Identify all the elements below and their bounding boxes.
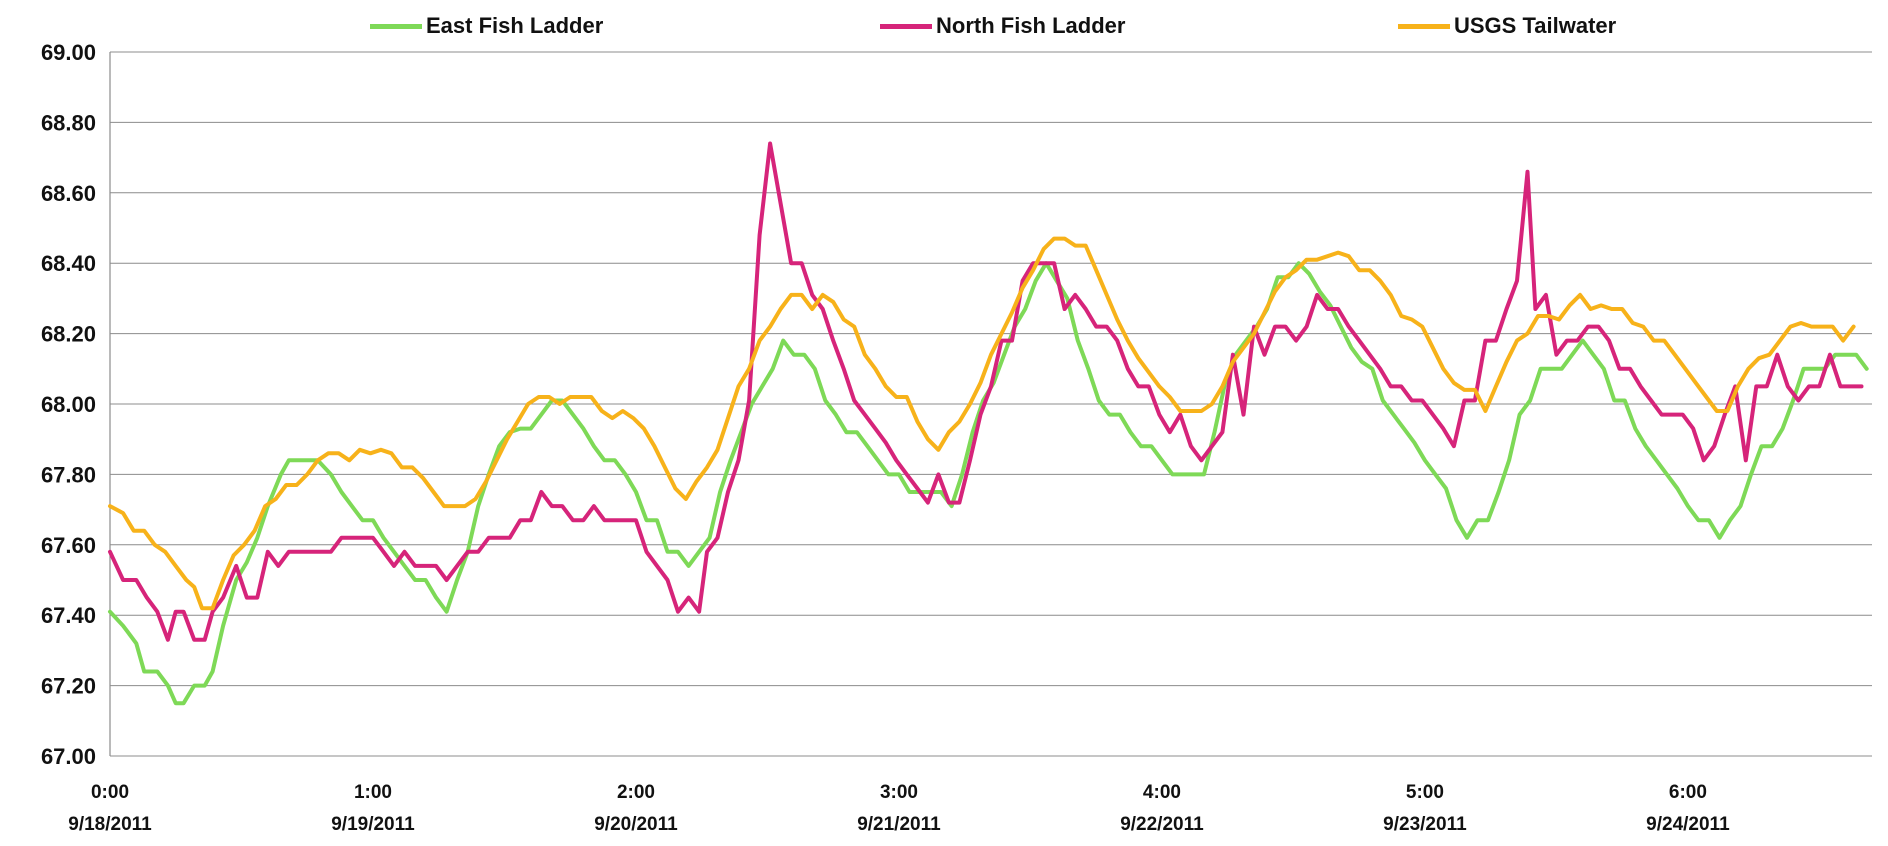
legend-swatch-north-fish-ladder <box>880 23 932 29</box>
legend-item-east-fish-ladder: East Fish Ladder <box>370 6 603 46</box>
y-tick-label: 67.00 <box>41 744 96 769</box>
y-tick-label: 68.00 <box>41 392 96 417</box>
legend-label-east-fish-ladder: East Fish Ladder <box>426 13 604 38</box>
y-tick-label: 68.20 <box>41 322 96 347</box>
legend-swatch-east-fish-ladder <box>370 23 422 29</box>
y-tick-label: 68.80 <box>41 110 96 135</box>
x-tick-label-date: 9/21/2011 <box>857 814 941 835</box>
chart-legend: East Fish Ladder North Fish Ladder USGS … <box>0 6 1888 46</box>
x-tick-label-time: 1:00 <box>354 782 392 803</box>
legend-item-usgs-tailwater: USGS Tailwater <box>1398 6 1616 46</box>
x-tick-label-time: 5:00 <box>1406 782 1444 803</box>
x-tick-label-time: 0:00 <box>91 782 129 803</box>
x-tick-label-date: 9/19/2011 <box>331 814 415 835</box>
y-tick-label: 67.40 <box>41 603 96 628</box>
x-tick-label-time: 6:00 <box>1669 782 1707 803</box>
y-tick-label: 68.60 <box>41 181 96 206</box>
legend-label-north-fish-ladder: North Fish Ladder <box>936 13 1126 38</box>
x-tick-label-date: 9/18/2011 <box>68 814 152 835</box>
x-tick-label-date: 9/20/2011 <box>594 814 678 835</box>
y-tick-label: 67.60 <box>41 533 96 558</box>
x-tick-label-date: 9/23/2011 <box>1383 814 1467 835</box>
y-axis-tick-labels: 67.00 67.20 67.40 67.60 67.80 68.00 68.20 68.40… <box>41 40 96 769</box>
x-tick-label-time: 3:00 <box>880 782 918 803</box>
series-line-north-fish-ladder <box>108 141 1864 642</box>
y-tick-label: 67.20 <box>41 674 96 699</box>
x-axis-tick-labels: 0:00 9/18/2011 1:00 9/19/2011 2:00 9/20/2011 3… <box>68 782 1730 835</box>
legend-label-usgs-tailwater: USGS Tailwater <box>1454 13 1617 38</box>
y-tick-label: 68.40 <box>41 251 96 276</box>
x-tick-label-date: 9/24/2011 <box>1646 814 1730 835</box>
x-tick-label-date: 9/22/2011 <box>1120 814 1204 835</box>
series-lines <box>108 141 1869 706</box>
legend-swatch-usgs-tailwater <box>1398 23 1450 29</box>
y-tick-label: 67.80 <box>41 462 96 487</box>
y-tick-label: 69.00 <box>41 40 96 65</box>
legend-item-north-fish-ladder: North Fish Ladder <box>880 6 1125 46</box>
series-line-east-fish-ladder <box>108 261 1869 706</box>
series-line-usgs-tailwater <box>108 236 1856 611</box>
x-tick-label-time: 2:00 <box>617 782 655 803</box>
x-tick-label-time: 4:00 <box>1143 782 1181 803</box>
gridlines <box>110 51 1872 757</box>
